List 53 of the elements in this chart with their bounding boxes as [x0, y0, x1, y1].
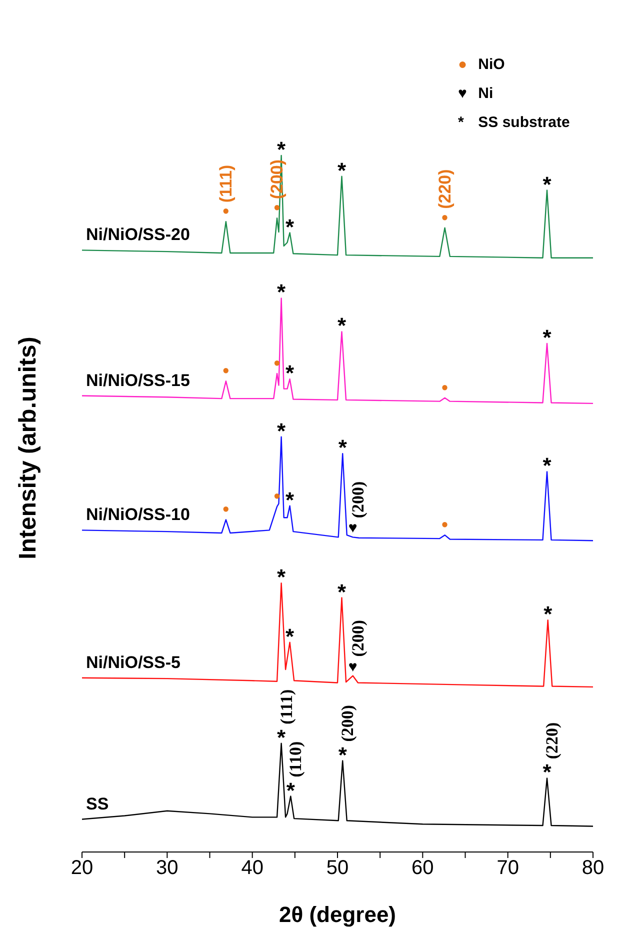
- annotation: (200): [348, 481, 368, 518]
- y-axis-title: Intensity (arb.units): [14, 336, 42, 560]
- annotation: ●: [441, 517, 448, 532]
- annotation: *: [286, 487, 295, 512]
- annotation: *: [338, 742, 348, 768]
- series-label: Ni/NiO/SS-20: [86, 225, 190, 244]
- annotation: *: [542, 325, 552, 350]
- x-tick-label: 70: [496, 857, 519, 880]
- annotation: *: [337, 579, 346, 604]
- x-tick-label: 20: [70, 857, 94, 880]
- annotation: ●: [222, 363, 230, 378]
- series-label: SS: [86, 794, 109, 814]
- annotation: *: [542, 760, 552, 785]
- annotation: *: [286, 624, 295, 649]
- series-label: Ni/NiO/SS-10: [86, 505, 190, 524]
- annotation: (110): [286, 741, 306, 778]
- annotation: (111): [216, 164, 236, 203]
- x-tick-label: 60: [412, 857, 434, 880]
- annotation: (200): [348, 620, 368, 657]
- annotation: (220): [435, 169, 454, 209]
- text: * SS substrate: [458, 113, 570, 133]
- annotation: ♥: [348, 520, 358, 537]
- x-axis-title: 2θ (degree): [278, 902, 396, 927]
- annotation: *: [277, 724, 286, 750]
- annotation: (200): [338, 704, 358, 742]
- annotation: ●: [222, 204, 230, 218]
- series-label: Ni/NiO/SS-15: [86, 370, 190, 390]
- series-label: Ni/NiO/SS-5: [86, 652, 180, 672]
- annotation: ●: [441, 380, 448, 394]
- x-tick-label: 40: [241, 857, 264, 880]
- annotation: ●: [441, 210, 448, 224]
- annotation: *: [277, 418, 286, 444]
- annotation: *: [337, 313, 346, 338]
- annotation: *: [286, 214, 295, 240]
- annotation: *: [277, 564, 286, 590]
- x-tick-label: 50: [326, 857, 349, 880]
- annotation: *: [277, 280, 286, 305]
- annotation: *: [337, 158, 346, 183]
- annotation: *: [544, 602, 553, 627]
- x-tick-label: 80: [582, 857, 604, 880]
- annotation: (200): [268, 159, 287, 200]
- annotation: *: [286, 778, 296, 803]
- annotation: (111): [276, 689, 296, 724]
- annotation: *: [286, 360, 295, 386]
- annotation: *: [542, 172, 552, 197]
- text: ♥ Ni: [458, 84, 494, 104]
- annotation: *: [542, 453, 552, 478]
- annotation: ♥: [348, 658, 358, 676]
- annotation: ●: [222, 502, 230, 516]
- annotation: *: [338, 435, 348, 460]
- x-tick-label: 30: [156, 857, 178, 880]
- text: ● NiO: [458, 55, 506, 75]
- annotation: (220): [542, 722, 562, 760]
